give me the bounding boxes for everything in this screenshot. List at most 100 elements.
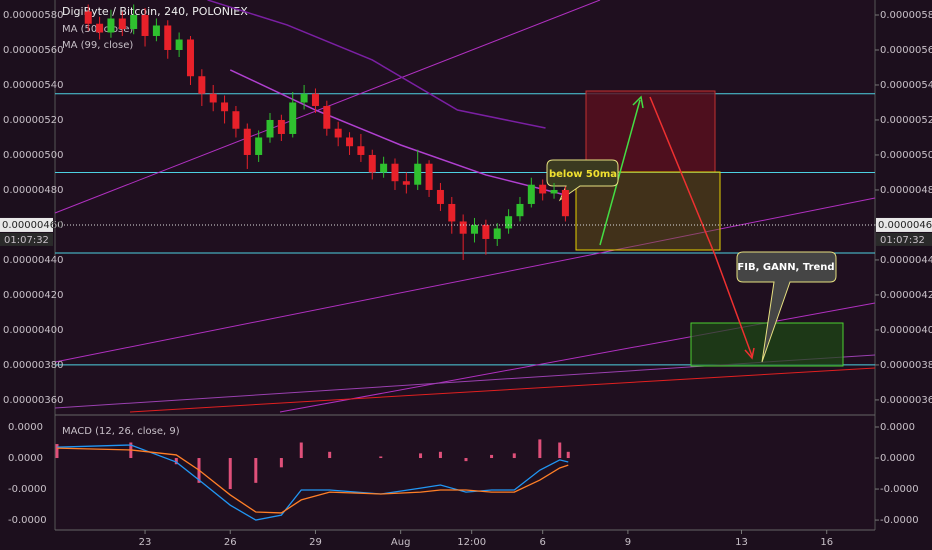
candle-body (152, 25, 160, 36)
histogram-bar (419, 453, 423, 459)
candle-body (323, 105, 331, 129)
y-tick-label: 0.00000540 (880, 80, 932, 91)
trend-line (129, 367, 876, 413)
y-tick-label: 0.00000520 (880, 115, 932, 126)
candle-body (255, 137, 263, 155)
y-tick-label: 0.00000360 (880, 395, 932, 406)
candle-body (243, 128, 251, 155)
x-tick-label: 13 (735, 537, 748, 548)
x-tick-label: 29 (309, 537, 322, 548)
y-tick-label: 0.00000560 (880, 45, 932, 56)
candle-body (118, 18, 126, 29)
y-tick-label: -0.0000 (8, 515, 47, 526)
candle-body (300, 93, 308, 103)
candle-body (311, 93, 319, 106)
y-tick-label: 0.0000 (8, 453, 43, 464)
histogram-bar (566, 451, 570, 459)
candle-body (561, 189, 569, 217)
y-tick-label: 0.00000560 (3, 45, 63, 56)
y-tick-label: 0.00000580 (880, 10, 932, 21)
annotation: below 50ma (549, 169, 617, 180)
histogram-bar (538, 439, 542, 459)
arrow-head (632, 95, 644, 109)
y-tick-label: 0.00000380 (880, 360, 932, 371)
y-tick-label: 0.00000400 (880, 325, 932, 336)
y-tick-label: 0.00000360 (3, 395, 63, 406)
countdown-plate (876, 232, 932, 246)
candle-body (346, 137, 354, 147)
x-tick-label: 12:00 (457, 537, 486, 548)
candle-body (527, 184, 535, 204)
candle-body (141, 14, 149, 36)
histogram-bar (558, 442, 562, 459)
y-tick-label: 0.00000580 (3, 10, 63, 21)
chart-title: DigiByte / Bitcoin, 240, POLONIEX (62, 5, 248, 18)
candle-body (221, 102, 229, 112)
annotation: FIB, GANN, Trend (737, 262, 834, 273)
x-tick-label: 26 (224, 537, 237, 548)
y-tick-label: -0.0000 (880, 484, 919, 495)
histogram-bar (228, 458, 232, 490)
arrow (649, 96, 753, 357)
candle-body (459, 221, 467, 234)
y-tick-label: 0.00000380 (3, 360, 63, 371)
macd-line (56, 447, 569, 514)
y-tick-label: 0.00000480 (880, 185, 932, 196)
candle-body (334, 128, 342, 138)
y-tick-label: 0.0000 (8, 422, 43, 433)
candle-body (471, 224, 479, 234)
histogram-bar (328, 451, 332, 459)
candle-body (482, 224, 490, 239)
ma-line (229, 69, 566, 196)
histogram-bar (279, 458, 283, 468)
y-tick-label: 0.00000440 (880, 255, 932, 266)
callout-bubble (736, 251, 837, 363)
candle-body (209, 93, 217, 103)
y-tick-label: 0.0000 (880, 422, 915, 433)
candle-body (391, 163, 399, 182)
candle-body (448, 203, 456, 222)
candle-body (550, 189, 558, 194)
histogram-bar (174, 458, 178, 465)
histogram-bar (55, 444, 59, 459)
trend-line (54, 197, 876, 363)
countdown-label: 01:07:32 (880, 235, 925, 246)
arrow-head (744, 347, 755, 360)
macd-line (56, 444, 569, 521)
callout: FIB, GANN, Trend (736, 251, 837, 363)
y-tick-label: 0.00000500 (3, 150, 63, 161)
histogram-bar (438, 451, 442, 459)
histogram-bar (512, 453, 516, 459)
candle-body (198, 76, 206, 94)
y-tick-label: 0.00000500 (880, 150, 932, 161)
y-tick-label: 0.00000420 (3, 290, 63, 301)
candle-body (357, 146, 365, 155)
candle-body (289, 102, 297, 134)
y-tick-label: 0.00000440 (3, 255, 63, 266)
histogram-bar (299, 442, 303, 459)
candle-body (539, 184, 547, 194)
candle-body (96, 23, 104, 33)
x-tick-label: 6 (539, 537, 545, 548)
candle-body (402, 181, 410, 185)
target-box (585, 90, 716, 173)
candle-body (277, 119, 285, 134)
x-tick-label: 16 (820, 537, 833, 548)
candle-body (516, 203, 524, 217)
price-plate (876, 217, 932, 232)
countdown-label: 01:07:32 (4, 235, 49, 246)
ma-line (207, 0, 546, 129)
candle-body (505, 216, 513, 229)
candle-body (380, 163, 388, 173)
price-plate (0, 217, 53, 232)
histogram-bar (490, 454, 494, 459)
last-price-label: 0.00000460 (878, 220, 932, 231)
histogram-bar (379, 456, 383, 459)
y-tick-label: 0.0000 (880, 453, 915, 464)
y-tick-label: 0.00000540 (3, 80, 63, 91)
countdown-plate (0, 232, 53, 246)
candle-body (164, 25, 172, 50)
histogram-bar (254, 458, 258, 483)
last-price-label: 0.00000460 (2, 220, 62, 231)
